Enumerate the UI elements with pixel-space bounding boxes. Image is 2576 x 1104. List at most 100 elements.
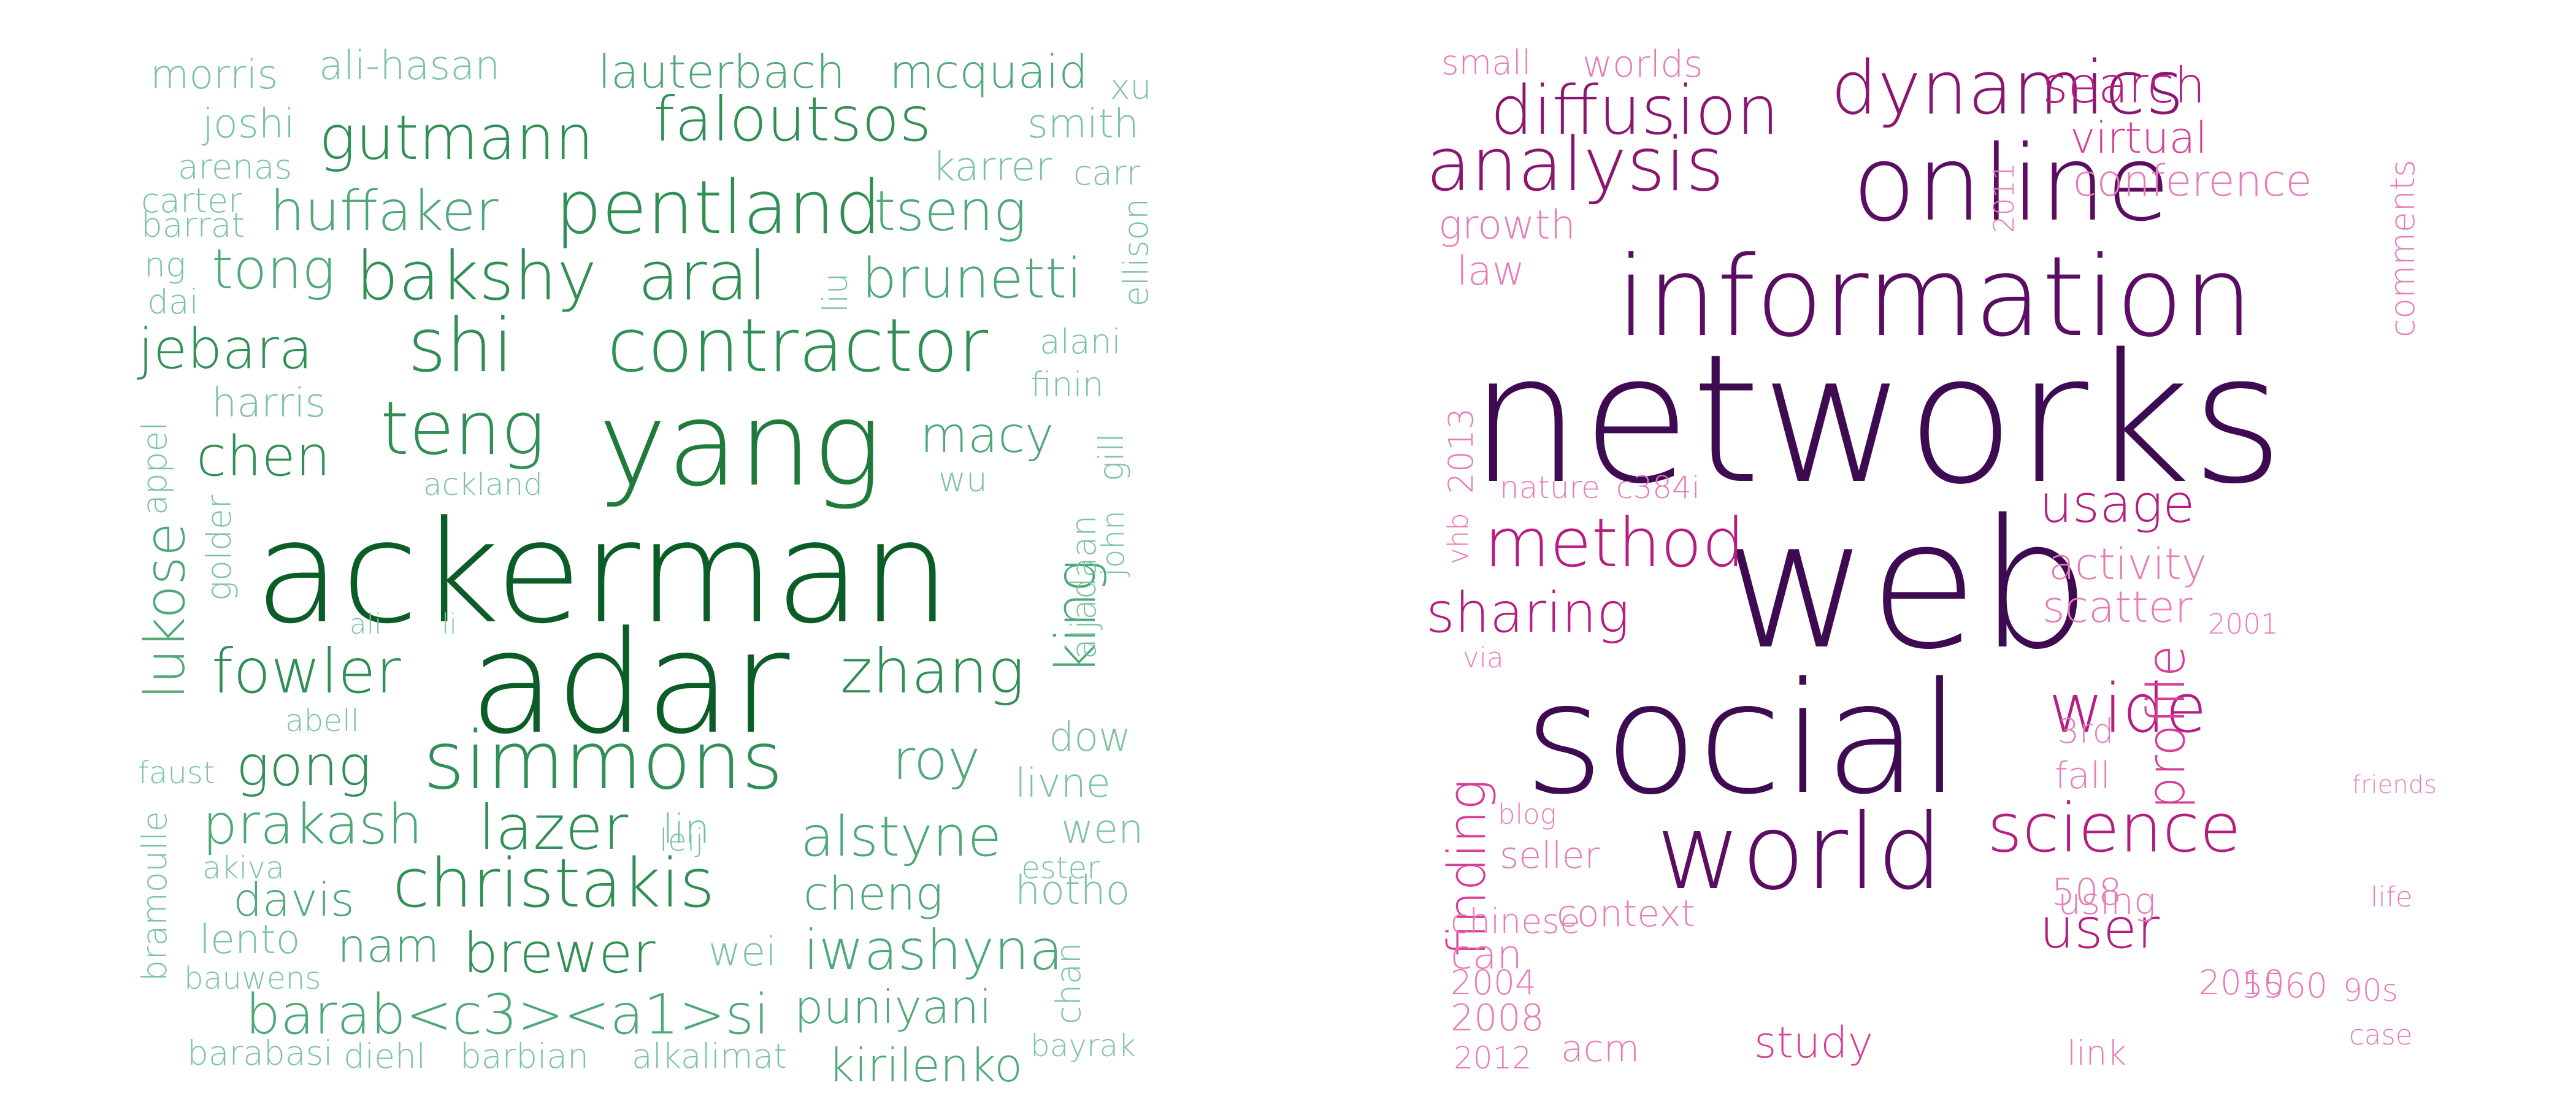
- topic-word-2013: 2013: [1441, 408, 1481, 494]
- topic-word-networks: networks: [1469, 316, 2284, 523]
- author-word-contractor: contractor: [607, 304, 989, 389]
- topic-word-method: method: [1484, 504, 1745, 582]
- author-word-pentland: pentland: [555, 166, 882, 251]
- author-word-diehl: diehl: [343, 1037, 426, 1076]
- topic-word-analysis: analysis: [1426, 123, 1724, 208]
- author-word-smith: smith: [1027, 101, 1139, 147]
- author-word-brunetti: brunetti: [862, 247, 1083, 311]
- author-word-aljadaan: aljadaan: [1064, 515, 1103, 659]
- author-word-tong: tong: [212, 237, 335, 302]
- author-word-teng: teng: [380, 386, 545, 472]
- topic-word-2010: 2010: [2199, 963, 2285, 1002]
- author-word-nam: nam: [337, 919, 440, 973]
- author-word-bramoulle: bramoulle: [135, 811, 174, 981]
- author-word-morris: morris: [150, 52, 278, 98]
- author-word-wei: wei: [708, 929, 777, 975]
- author-word-bauwens: bauwens: [184, 960, 321, 996]
- author-word-carr: carr: [1073, 153, 1141, 193]
- author-word-ackland: ackland: [423, 467, 543, 502]
- author-word-faust: faust: [138, 755, 215, 791]
- author-word-chen: chen: [196, 424, 331, 489]
- author-word-cheng: cheng: [803, 867, 943, 921]
- topic-word-life: life: [2371, 881, 2413, 913]
- topic-word-activity: activity: [2049, 539, 2207, 589]
- topic-word-profile: profile: [2136, 645, 2197, 810]
- author-word-alstyne: alstyne: [800, 805, 1002, 869]
- author-word-gutmann: gutmann: [319, 102, 594, 174]
- author-word-carter: carter: [141, 181, 242, 220]
- topic-word-virtual: virtual: [2070, 113, 2207, 163]
- author-word-prakash: prakash: [202, 792, 423, 857]
- author-word-wu: wu: [938, 460, 987, 499]
- author-word-li: li: [442, 608, 458, 640]
- author-word-arenas: arenas: [178, 147, 293, 186]
- topic-word-c384i: c384i: [1616, 470, 1700, 505]
- author-word-fowler: fowler: [212, 635, 401, 707]
- author-word-harris: harris: [212, 380, 326, 426]
- author-word-finin: finin: [1030, 365, 1104, 404]
- author-word-davis: davis: [233, 873, 355, 927]
- author-word-lazer: lazer: [478, 792, 629, 864]
- author-word-lento: lento: [199, 917, 301, 963]
- author-word-hotho: hotho: [1015, 868, 1130, 914]
- author-word-barrat: barrat: [141, 205, 245, 245]
- topic-word-context: context: [1557, 892, 1696, 935]
- author-word-barbian: barbian: [460, 1037, 589, 1076]
- author-word-brewer: brewer: [463, 921, 656, 986]
- author-word-appel: appel: [135, 421, 174, 515]
- topic-word-law: law: [1457, 248, 1525, 294]
- author-word-adar: adar: [469, 602, 790, 765]
- topic-word-2004: 2004: [1451, 963, 1536, 1002]
- author-word-leij: leij: [659, 822, 704, 858]
- topic-word-using: using: [2058, 880, 2156, 923]
- topic-word-vhb: vhb: [1442, 513, 1474, 564]
- author-word-yang: yang: [598, 377, 883, 512]
- author-word-barab-c3-a1-si: barab<c3><a1>si: [245, 983, 770, 1047]
- author-word-kirilenko: kirilenko: [828, 1038, 1023, 1092]
- author-word-alani: alani: [1040, 322, 1121, 361]
- topic-word-508: 508: [2052, 871, 2122, 914]
- topic-word-user: user: [2039, 897, 2160, 961]
- topic-word-acm: acm: [1561, 1027, 1640, 1070]
- topic-word-case: case: [2349, 1019, 2413, 1051]
- author-word-bayrak: bayrak: [1030, 1028, 1137, 1064]
- topic-word-diffusion: diffusion: [1490, 71, 1779, 150]
- author-word-lauterbach: lauterbach: [598, 45, 846, 99]
- author-word-jebara: jebara: [138, 317, 313, 381]
- author-word-ng: ng: [144, 245, 186, 285]
- author-word-roy: roy: [892, 728, 981, 792]
- author-word-lin: lin: [662, 807, 710, 853]
- author-word-shi: shi: [408, 304, 513, 389]
- topic-word-conference: conference: [2073, 156, 2312, 206]
- topic-word-3rd: 3rd: [2058, 711, 2114, 751]
- topic-word-world: world: [1656, 792, 1944, 913]
- topic-word-friends: friends: [2352, 771, 2437, 799]
- author-word-dow: dow: [1049, 715, 1132, 761]
- topic-word-social: social: [1524, 650, 1961, 828]
- topic-word-study: study: [1754, 1018, 1874, 1068]
- topic-word-2012: 2012: [1454, 1040, 1532, 1076]
- author-word-lukose: lukose: [133, 522, 197, 699]
- author-word-golder: golder: [199, 494, 239, 601]
- topic-word-search: search: [2042, 57, 2206, 114]
- topic-word-online: online: [1852, 123, 2171, 245]
- author-word-simmons: simmons: [423, 714, 783, 807]
- topic-word-cloud: networks web social information online world d…: [1288, 0, 2576, 1104]
- author-word-livne: livne: [1015, 761, 1111, 807]
- topic-word-fall: fall: [2055, 754, 2111, 797]
- author-word-ali: ali: [350, 608, 382, 640]
- topic-word-comments: comments: [2383, 159, 2422, 337]
- author-word-bakshy: bakshy: [356, 237, 597, 315]
- topic-word-2011: 2011: [1988, 163, 2020, 233]
- topic-word-usage: usage: [2039, 474, 2195, 535]
- topic-word-worlds: worlds: [1582, 43, 1703, 86]
- topic-word-blog: blog: [1498, 798, 1557, 830]
- topic-word-chinese: chinese: [1451, 902, 1581, 941]
- author-word-ellison: ellison: [1116, 198, 1156, 307]
- topic-word-2008: 2008: [1451, 997, 1544, 1040]
- author-word-joshi: joshi: [202, 101, 295, 147]
- author-word-mcquaid: mcquaid: [889, 45, 1088, 99]
- author-word-puniyani: puniyani: [794, 980, 992, 1034]
- author-word-akiva: akiva: [202, 850, 285, 886]
- author-word-gill: gill: [1092, 433, 1131, 481]
